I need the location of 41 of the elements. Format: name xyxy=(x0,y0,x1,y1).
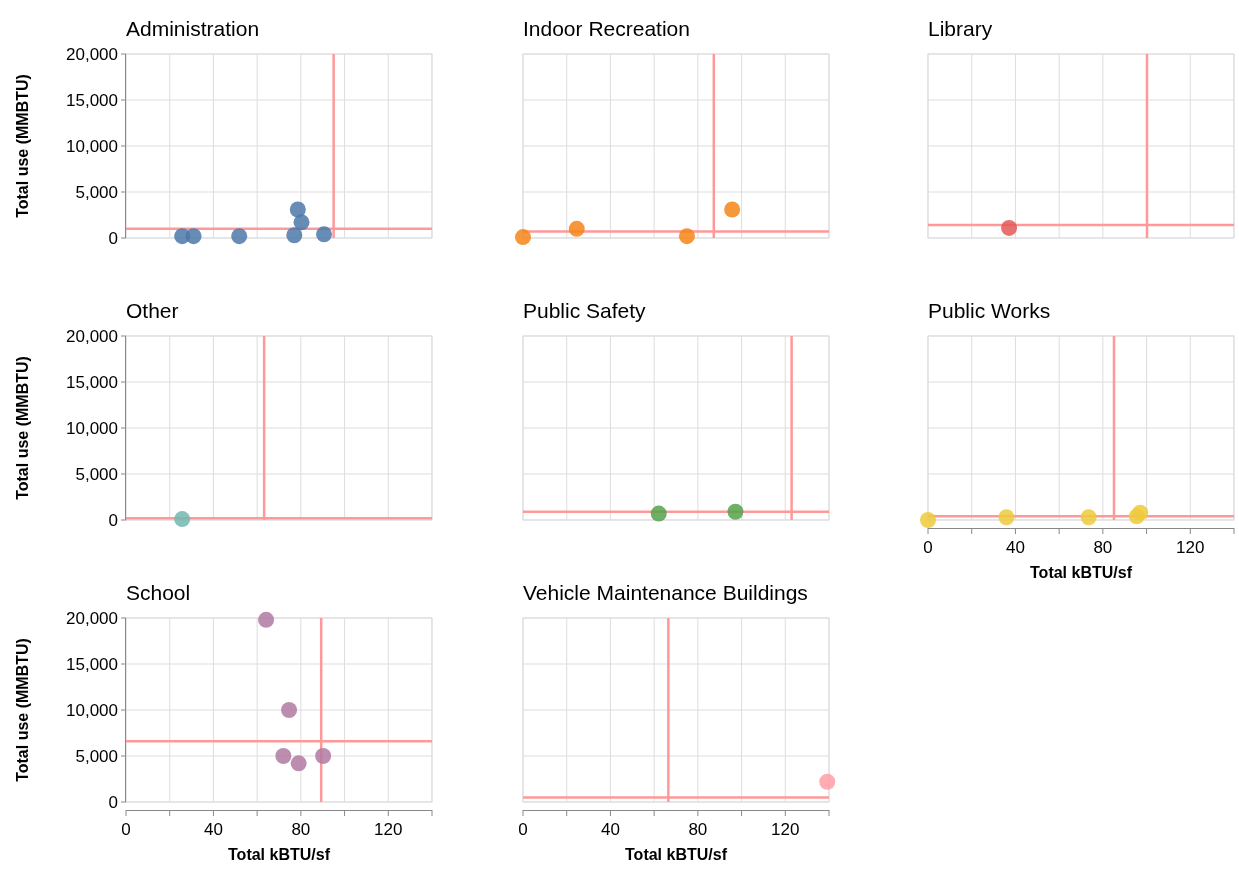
chart-title: Administration xyxy=(126,17,260,40)
x-tick-label: 40 xyxy=(203,820,223,839)
y-tick-label: 5,000 xyxy=(75,464,118,484)
chart-title: Public Safety xyxy=(523,299,647,322)
x-tick-label: 80 xyxy=(1093,538,1113,557)
y-tick-label: 0 xyxy=(108,228,118,248)
x-axis-title: Total kBTU/sf xyxy=(625,846,728,863)
chart-title: School xyxy=(126,581,191,604)
y-tick-label: 0 xyxy=(108,510,118,530)
y-tick-label: 15,000 xyxy=(66,372,118,392)
x-tick-label: 80 xyxy=(291,820,311,839)
x-tick-label: 0 xyxy=(121,820,131,839)
y-tick-label: 10,000 xyxy=(66,700,118,720)
y-tick-label: 5,000 xyxy=(75,746,118,766)
x-tick-label: 120 xyxy=(771,820,800,839)
y-tick-label: 10,000 xyxy=(66,136,118,156)
x-tick-label: 0 xyxy=(923,538,933,557)
x-tick-label: 120 xyxy=(1176,538,1205,557)
y-tick-label: 5,000 xyxy=(75,182,118,202)
y-tick-label: 15,000 xyxy=(66,654,118,674)
y-tick-label: 20,000 xyxy=(66,608,118,628)
y-axis-title: Total use (MMBTU) xyxy=(14,74,31,218)
y-tick-label: 0 xyxy=(108,792,118,812)
y-axis-title: Total use (MMBTU) xyxy=(14,638,31,782)
chart-title: Other xyxy=(126,299,179,322)
chart-title: Library xyxy=(928,17,993,40)
x-axis-title: Total kBTU/sf xyxy=(228,846,331,863)
y-tick-label: 20,000 xyxy=(66,44,118,64)
x-axis-title: Total kBTU/sf xyxy=(1030,564,1133,581)
y-tick-label: 20,000 xyxy=(66,326,118,346)
y-axis-title: Total use (MMBTU) xyxy=(14,356,31,500)
x-tick-label: 120 xyxy=(374,820,403,839)
y-tick-label: 10,000 xyxy=(66,418,118,438)
x-tick-label: 40 xyxy=(600,820,620,839)
x-tick-label: 80 xyxy=(688,820,708,839)
chart-title: Public Works xyxy=(928,299,1051,322)
x-tick-label: 0 xyxy=(518,820,528,839)
chart-title: Vehicle Maintenance Buildings xyxy=(523,581,808,604)
x-tick-label: 40 xyxy=(1005,538,1025,557)
y-tick-label: 15,000 xyxy=(66,90,118,110)
chart-title: Indoor Recreation xyxy=(523,17,690,40)
